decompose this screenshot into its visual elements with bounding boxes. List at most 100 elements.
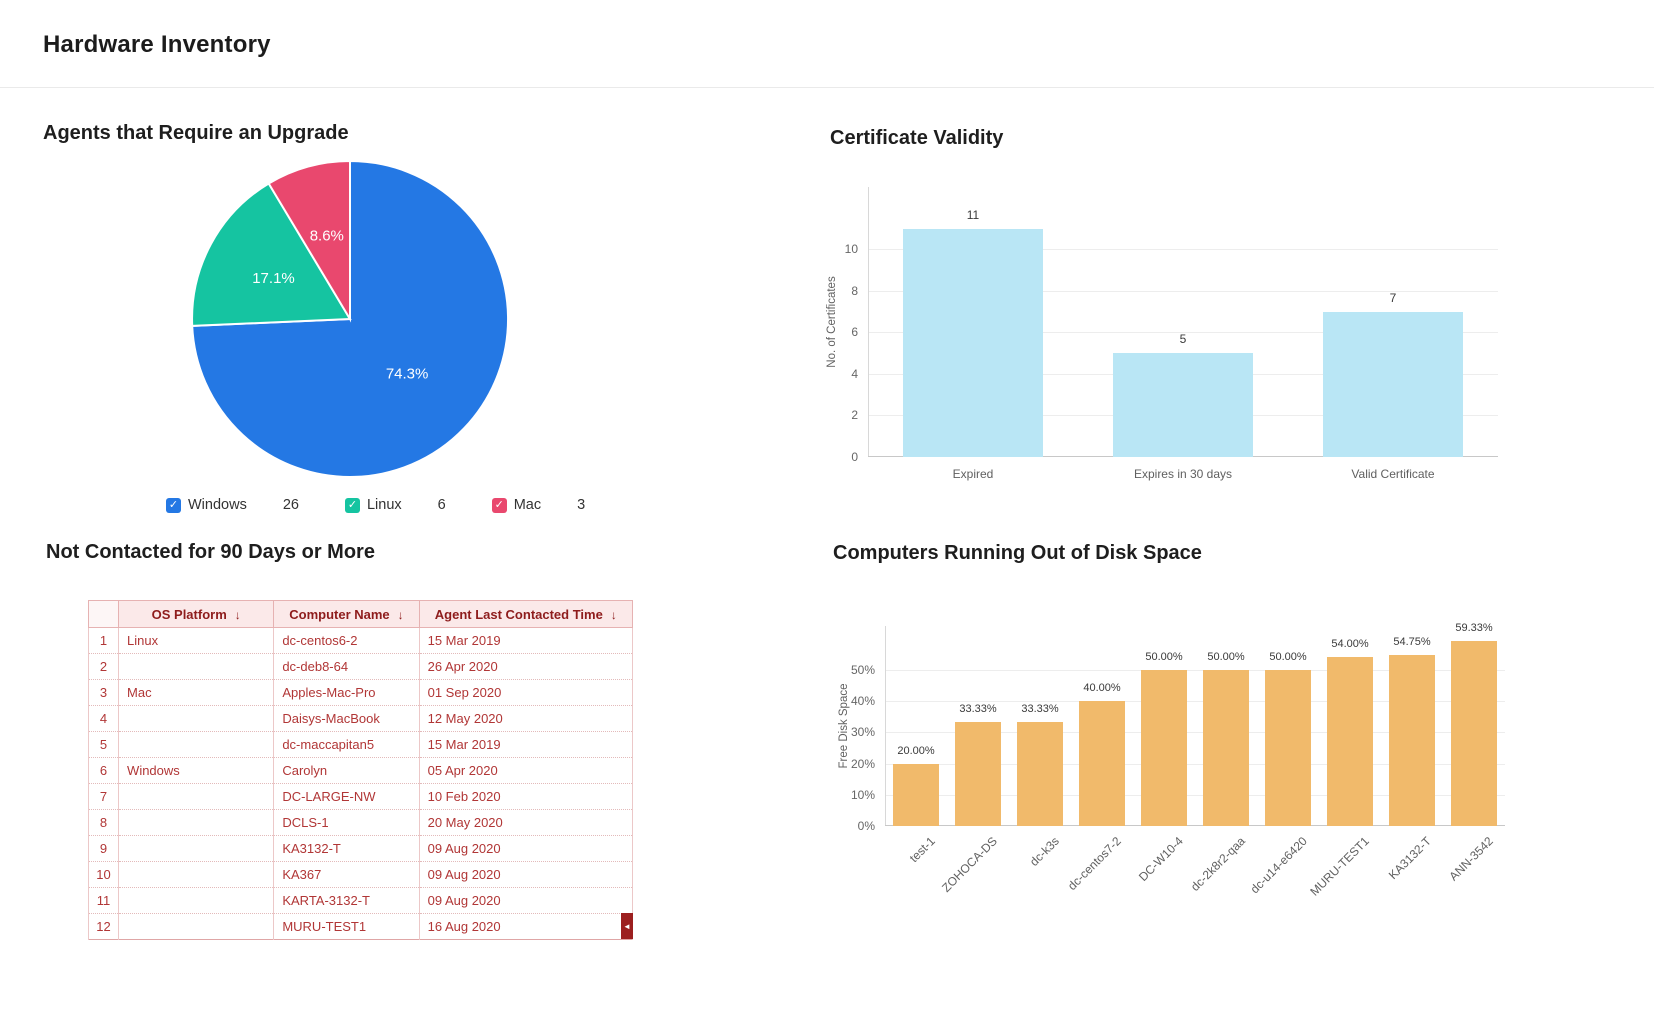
legend-item-windows[interactable]: ✓ Windows 26 [166, 497, 299, 513]
x-tick-label: Valid Certificate [1351, 467, 1435, 481]
panel-title-certificate-validity: Certificate Validity [830, 127, 1004, 149]
row-number-cell: 7 [87, 783, 120, 810]
column-header-computer-name[interactable]: Computer Name ↓ [273, 600, 420, 628]
x-tick-label: KA3132-T [1385, 834, 1434, 883]
row-number-cell: 1 [87, 627, 120, 654]
pie-slice-mac[interactable] [267, 159, 351, 323]
bar-muru-test1[interactable] [1327, 657, 1373, 826]
legend-label: Mac [513, 497, 542, 513]
bar-valid-certificate[interactable] [1323, 311, 1463, 457]
bar-dc-centos7-2[interactable] [1079, 701, 1125, 826]
legend-label: Linux [366, 497, 402, 513]
table-header-row: OS Platform ↓ Computer Name ↓ Agent Last Con… [87, 600, 634, 628]
legend-checkbox-icon[interactable]: ✓ [491, 497, 507, 513]
last-contacted-time-cell: 12 May 2020 [418, 705, 634, 732]
legend-label: Windows [188, 497, 247, 513]
agents-upgrade-pie-chart: 74.3% 17.1% 8.6% [191, 159, 510, 478]
computer-name-cell: dc-centos6-2 [273, 627, 420, 654]
column-header-label: Computer Name [289, 607, 390, 623]
legend-count: 26 [282, 497, 299, 513]
bar-ann-3542[interactable] [1451, 640, 1497, 826]
bar-dc-2k8r2-qaa[interactable] [1203, 669, 1249, 826]
bar-plot-area: 20.00% 33.33% 33.33% 40.00% 50.00% 50.00% 50.0… [885, 622, 1505, 826]
bar-value-label: 11 [966, 207, 980, 222]
pie-slice-linux[interactable] [191, 182, 352, 327]
page-header: Hardware Inventory [0, 0, 1654, 88]
panel-title-disk-space: Computers Running Out of Disk Space [833, 542, 1202, 564]
os-platform-cell [118, 809, 275, 836]
bar-ka3132-t[interactable] [1389, 654, 1435, 826]
computer-name-cell: dc-maccapitan5 [273, 731, 420, 758]
bar-value-label: 54.00% [1331, 638, 1369, 651]
legend-checkbox-icon[interactable]: ✓ [166, 497, 181, 513]
row-number-cell: 2 [87, 653, 120, 680]
table-scroll-left-arrow[interactable]: ◄ [621, 913, 633, 939]
last-contacted-time-cell: 15 Mar 2019 [418, 627, 634, 654]
table-row: 4 Daisys-MacBook 12 May 2020 [87, 705, 634, 732]
os-platform-cell [118, 783, 275, 810]
computer-name-cell: KA3132-T [273, 835, 420, 862]
os-platform-cell [118, 653, 275, 680]
pie-slice-percentage-label: 17.1% [252, 270, 295, 287]
row-number-cell: 6 [87, 757, 120, 784]
x-tick-label: Expired [952, 467, 994, 481]
bar-test-1[interactable] [893, 763, 939, 826]
not-contacted-table: OS Platform ↓ Computer Name ↓ Agent Last Con… [87, 600, 634, 940]
pie-slice-percentage-label: 74.3% [386, 366, 429, 383]
bar-dc-w10-4[interactable] [1141, 669, 1187, 826]
computer-name-cell: KARTA-3132-T [273, 887, 420, 914]
os-platform-cell [118, 835, 275, 862]
bar-value-label: 33.33% [1021, 702, 1059, 715]
os-platform-cell: Linux [118, 627, 275, 654]
last-contacted-time-cell: 10 Feb 2020 [418, 783, 634, 810]
not-contacted-table-container: OS Platform ↓ Computer Name ↓ Agent Last Con… [87, 600, 634, 940]
y-tick-label: 0% [857, 819, 875, 833]
bar-zohoca-ds[interactable] [955, 721, 1001, 826]
gridline [868, 332, 1498, 334]
table-row: 8 DCLS-1 20 May 2020 [87, 809, 634, 836]
table-corner-cell [87, 600, 120, 628]
last-contacted-time-cell: 16 Aug 2020 [418, 913, 634, 940]
bar-value-label: 54.75% [1393, 635, 1431, 648]
bar-dc-k3s[interactable] [1017, 721, 1063, 826]
y-tick-label: 20% [850, 756, 875, 771]
os-platform-cell: Windows [118, 757, 275, 784]
gridline [885, 732, 1505, 734]
column-header-agent-last-contacted-time[interactable]: Agent Last Contacted Time ↓ [418, 600, 634, 628]
row-number-cell: 11 [87, 887, 120, 914]
column-header-label: Agent Last Contacted Time [434, 607, 603, 623]
last-contacted-time-cell: 09 Aug 2020 [418, 861, 634, 888]
sort-descending-icon[interactable]: ↓ [234, 607, 241, 622]
y-tick-label: 10% [850, 787, 875, 802]
last-contacted-time-cell: 09 Aug 2020 [418, 887, 634, 914]
table-row: 2 dc-deb8-64 26 Apr 2020 [87, 653, 634, 680]
panel-title-not-contacted: Not Contacted for 90 Days or More [46, 541, 375, 563]
legend-checkbox-icon[interactable]: ✓ [344, 497, 360, 513]
gridline [868, 249, 1498, 251]
sort-descending-icon[interactable]: ↓ [397, 607, 404, 622]
legend-item-linux[interactable]: ✓ Linux 6 [344, 497, 446, 513]
y-tick-label: 4 [851, 366, 858, 381]
table-row: 3 Mac Apples-Mac-Pro 01 Sep 2020 [87, 679, 634, 706]
table-row: 7 DC-LARGE-NW 10 Feb 2020 [87, 783, 634, 810]
bar-expires-in-30-days[interactable] [1113, 353, 1253, 457]
legend-count: 6 [437, 497, 446, 513]
page-title: Hardware Inventory [43, 31, 271, 58]
os-platform-cell [118, 861, 275, 888]
y-tick-label: 0 [851, 450, 858, 464]
legend-item-mac[interactable]: ✓ Mac 3 [491, 497, 585, 513]
computer-name-cell: MURU-TEST1 [273, 913, 420, 940]
os-platform-cell: Mac [118, 679, 275, 706]
x-tick-label: dc-2k8r2-qaa [1187, 834, 1248, 894]
bar-expired[interactable] [903, 228, 1043, 457]
row-number-cell: 4 [87, 705, 120, 732]
sort-descending-icon[interactable]: ↓ [610, 607, 617, 622]
table-row: 9 KA3132-T 09 Aug 2020 [87, 835, 634, 862]
bar-dc-u14-e6420[interactable] [1265, 669, 1311, 826]
y-tick-label: 8 [851, 283, 858, 298]
x-axis-line [885, 825, 1505, 826]
column-header-os-platform[interactable]: OS Platform ↓ [118, 600, 275, 628]
os-platform-cell [118, 887, 275, 914]
panel-title-agents-upgrade: Agents that Require an Upgrade [43, 122, 349, 144]
